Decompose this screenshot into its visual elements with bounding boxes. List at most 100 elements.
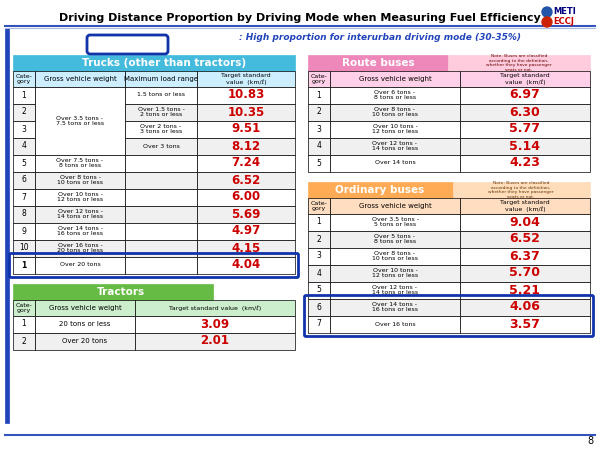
Bar	[330, 104, 460, 121]
Text: 1: 1	[317, 90, 322, 99]
Bar	[13, 172, 35, 189]
Text: Maximum load range: Maximum load range	[124, 76, 198, 82]
Bar	[330, 316, 460, 333]
Bar	[35, 333, 135, 350]
Circle shape	[542, 7, 552, 17]
Text: 2: 2	[22, 337, 26, 346]
Bar	[308, 214, 330, 231]
Bar	[308, 198, 330, 214]
Bar	[460, 71, 590, 87]
Bar	[330, 231, 460, 248]
Text: Over 8 tons -
10 tons or less: Over 8 tons - 10 tons or less	[372, 107, 418, 117]
Text: 8: 8	[587, 436, 593, 446]
Bar	[330, 198, 460, 214]
Text: 4: 4	[22, 141, 26, 150]
Bar	[308, 104, 330, 121]
Text: Over 10 tons -
12 tons or less: Over 10 tons - 12 tons or less	[372, 124, 418, 135]
Bar	[197, 206, 295, 223]
Bar	[330, 138, 460, 155]
Bar	[448, 55, 590, 71]
Text: Over 12 tons -
14 tons or less: Over 12 tons - 14 tons or less	[57, 209, 103, 220]
Text: 6.30: 6.30	[509, 105, 541, 118]
Bar	[5, 28, 9, 423]
Text: Over 16 tons: Over 16 tons	[374, 321, 415, 327]
Text: 9.04: 9.04	[509, 216, 541, 229]
Text: 5.14: 5.14	[509, 140, 541, 153]
Text: Driving Distance Proportion by Driving Mode when Measuring Fuel Efficiency: Driving Distance Proportion by Driving M…	[59, 13, 541, 23]
Text: Over 3 tons: Over 3 tons	[143, 144, 179, 149]
Bar	[308, 231, 330, 248]
Bar	[35, 87, 125, 155]
Text: Trucks (other than tractors): Trucks (other than tractors)	[82, 58, 246, 68]
Text: 6.37: 6.37	[509, 249, 541, 262]
Bar	[125, 155, 197, 172]
Text: 8: 8	[22, 210, 26, 219]
Text: 2: 2	[317, 234, 322, 243]
Bar	[460, 231, 590, 248]
Text: 6.52: 6.52	[232, 174, 260, 186]
Bar	[35, 316, 135, 333]
Text: Gross vehicle weight: Gross vehicle weight	[44, 76, 116, 82]
Bar	[125, 172, 197, 189]
Bar	[13, 206, 35, 223]
Text: Over 5 tons -
8 tons or less: Over 5 tons - 8 tons or less	[374, 234, 416, 244]
Bar	[13, 87, 35, 104]
Text: 4.15: 4.15	[232, 242, 260, 255]
Bar	[35, 155, 125, 172]
Text: 5: 5	[317, 285, 322, 294]
Circle shape	[542, 17, 552, 27]
Bar	[460, 299, 590, 316]
Bar	[13, 300, 35, 316]
Bar	[13, 138, 35, 155]
Text: 5.70: 5.70	[509, 266, 541, 279]
Bar	[197, 189, 295, 206]
Bar	[330, 87, 460, 104]
Bar	[308, 182, 453, 198]
Text: 5.69: 5.69	[232, 207, 260, 220]
Text: Gross vehicle weight: Gross vehicle weight	[359, 203, 431, 209]
Text: Over 3.5 tons -
5 tons or less: Over 3.5 tons - 5 tons or less	[371, 216, 419, 227]
Bar	[135, 316, 295, 333]
Bar	[135, 300, 295, 316]
Text: Over 14 tons -
16 tons or less: Over 14 tons - 16 tons or less	[57, 225, 103, 236]
Bar	[308, 155, 330, 172]
Text: Target standard
value  (km/ℓ): Target standard value (km/ℓ)	[221, 73, 271, 85]
Bar	[197, 240, 295, 257]
Text: 6: 6	[22, 176, 26, 184]
Bar	[460, 282, 590, 299]
Text: Over 1.5 tons -
2 tons or less: Over 1.5 tons - 2 tons or less	[137, 107, 184, 117]
Bar	[35, 206, 125, 223]
Text: 1: 1	[22, 320, 26, 328]
Text: Target standard
value  (km/ℓ): Target standard value (km/ℓ)	[500, 200, 550, 212]
Bar	[460, 265, 590, 282]
Text: 3: 3	[317, 125, 322, 134]
Bar	[460, 104, 590, 121]
Bar	[13, 71, 35, 87]
Text: 4: 4	[317, 269, 322, 278]
Text: Cate-
gory: Cate- gory	[311, 201, 328, 212]
Text: 1.5 tons or less: 1.5 tons or less	[137, 93, 185, 98]
Text: : High proportion for interurban driving mode (30-35%): : High proportion for interurban driving…	[239, 33, 521, 42]
Text: METI: METI	[553, 8, 576, 17]
Bar	[330, 71, 460, 87]
Text: Over 12 tons -
14 tons or less: Over 12 tons - 14 tons or less	[372, 140, 418, 151]
Bar	[330, 155, 460, 172]
Text: ECCJ: ECCJ	[553, 18, 574, 27]
Text: 6.97: 6.97	[509, 89, 541, 102]
Bar	[308, 121, 330, 138]
Text: Over 20 tons: Over 20 tons	[62, 338, 107, 344]
Bar	[308, 316, 330, 333]
Text: 10.83: 10.83	[227, 89, 265, 102]
Text: Ordinary buses: Ordinary buses	[335, 185, 425, 195]
Bar	[13, 121, 35, 138]
Bar	[197, 121, 295, 138]
Bar	[460, 248, 590, 265]
Bar	[35, 172, 125, 189]
Text: Over 14 tons -
16 tons or less: Over 14 tons - 16 tons or less	[372, 302, 418, 312]
Bar	[308, 71, 330, 87]
Text: 4.06: 4.06	[509, 301, 541, 314]
Text: Over 20 tons: Over 20 tons	[59, 262, 100, 267]
Text: 7: 7	[317, 320, 322, 328]
Text: 1: 1	[22, 261, 26, 270]
Bar	[308, 55, 448, 71]
